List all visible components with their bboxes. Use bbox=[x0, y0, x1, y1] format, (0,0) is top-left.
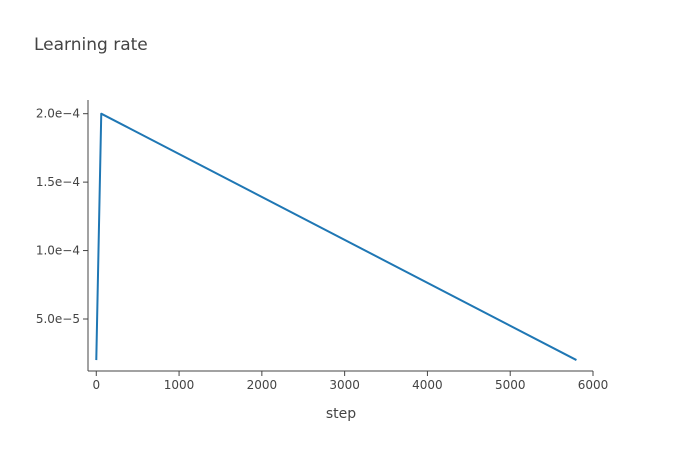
x-tick-label: 1000 bbox=[164, 378, 195, 392]
y-tick-label: 1.0e−4 bbox=[36, 244, 80, 258]
x-tick-label: 5000 bbox=[495, 378, 526, 392]
x-tick-label: 2000 bbox=[247, 378, 278, 392]
x-tick-label: 6000 bbox=[578, 378, 609, 392]
series-group bbox=[95, 112, 577, 361]
y-tick-label: 5.0e−5 bbox=[36, 312, 80, 326]
y-tick-label: 1.5e−4 bbox=[36, 175, 80, 189]
x-tick-label: 3000 bbox=[329, 378, 360, 392]
x-tick-label: 0 bbox=[92, 378, 100, 392]
x-axis-label: step bbox=[326, 406, 356, 422]
series-line bbox=[95, 112, 577, 361]
y-tick-label: 2.0e−4 bbox=[36, 107, 80, 121]
y-axis: 5.0e−5 1.0e−4 1.5e−4 2.0e−4 bbox=[36, 100, 89, 371]
chart-title: Learning rate bbox=[34, 35, 148, 55]
x-axis: 0 1000 2000 3000 4000 5000 6000 bbox=[88, 370, 609, 392]
x-tick-label: 4000 bbox=[412, 378, 443, 392]
